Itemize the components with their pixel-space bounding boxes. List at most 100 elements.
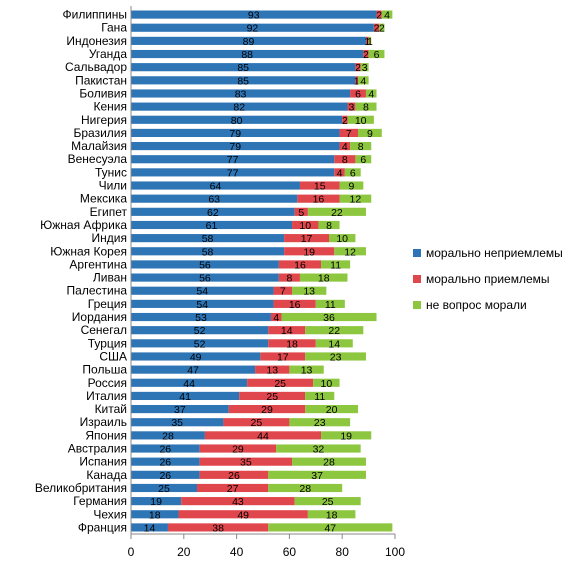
bar-segment xyxy=(344,168,361,177)
legend-entry: морально неприемлемы xyxy=(426,246,563,260)
data-label: 1 xyxy=(364,36,370,48)
bar-segment xyxy=(131,299,274,308)
bar-segment xyxy=(181,497,295,506)
data-label: 25 xyxy=(274,378,286,390)
bar-segment xyxy=(131,181,300,190)
data-label: 28 xyxy=(299,483,311,495)
bar-segment xyxy=(360,63,369,72)
bar-segment xyxy=(339,181,364,190)
data-label: 3 xyxy=(362,62,368,74)
bar-segment xyxy=(355,102,377,111)
bar-segment xyxy=(342,115,348,124)
data-label: 54 xyxy=(196,286,208,298)
data-label: 19 xyxy=(340,430,352,442)
bar-segment xyxy=(239,391,306,401)
data-label: 16 xyxy=(294,259,306,271)
bar-segment xyxy=(350,89,366,98)
bar-segment xyxy=(292,286,327,295)
data-label: 9 xyxy=(349,181,355,193)
data-label: 16 xyxy=(313,194,325,206)
category-label: Франция xyxy=(78,520,127,534)
category-label: Мексика xyxy=(80,192,127,206)
category-label: Турция xyxy=(88,336,127,350)
data-label: 26 xyxy=(159,444,171,456)
bar-segment xyxy=(307,510,356,519)
data-label: 27 xyxy=(227,483,239,495)
bar-segment xyxy=(299,273,348,282)
bar-segment xyxy=(199,457,293,466)
data-label: 10 xyxy=(299,220,311,232)
bar-segment xyxy=(131,10,377,19)
bar-segment xyxy=(197,483,269,493)
data-label: 25 xyxy=(266,391,278,403)
bar-segment xyxy=(339,128,359,138)
legend-swatch xyxy=(413,249,421,257)
bar-segment xyxy=(307,207,366,216)
category-label: Аргентина xyxy=(69,257,127,271)
data-label: 26 xyxy=(159,470,171,482)
category-label: Германия xyxy=(73,494,127,508)
category-label: Индонезия xyxy=(66,34,127,48)
data-label: 2 xyxy=(355,62,361,74)
category-label: Ливан xyxy=(93,271,127,285)
bar-segment xyxy=(204,431,322,440)
data-label: 8 xyxy=(286,273,292,285)
bar-segment xyxy=(131,326,269,335)
bar-segment xyxy=(379,23,385,32)
category-label: Южная Корея xyxy=(50,244,127,258)
category-label: Испания xyxy=(79,455,127,469)
bar-segment xyxy=(318,220,340,230)
bar-segment xyxy=(131,339,269,348)
bar-segment xyxy=(299,181,340,190)
data-label: 8 xyxy=(342,154,348,166)
data-label: 36 xyxy=(323,312,335,324)
data-label: 2 xyxy=(376,10,382,22)
category-label: Филиппины xyxy=(63,8,127,22)
bar-segment xyxy=(131,23,374,32)
category-label: Чехия xyxy=(93,507,127,521)
bar-segment xyxy=(347,102,356,111)
data-label: 79 xyxy=(229,128,241,140)
bar-segment xyxy=(268,523,393,532)
data-label: 17 xyxy=(277,351,289,363)
category-label: Россия xyxy=(88,376,127,390)
bar-segment xyxy=(365,36,369,45)
category-label: Сальвадор xyxy=(65,60,127,74)
bar-segment xyxy=(268,339,316,348)
bar-segment xyxy=(178,510,308,519)
bar-segment xyxy=(284,247,335,256)
data-label: 18 xyxy=(286,338,298,350)
data-label: 5 xyxy=(298,207,304,219)
bar-segment xyxy=(131,483,197,493)
data-label: 43 xyxy=(232,496,244,508)
category-label: Венесуэла xyxy=(68,152,128,166)
data-label: 41 xyxy=(179,391,191,403)
data-label: 2 xyxy=(379,23,385,35)
data-label: 61 xyxy=(206,220,218,232)
data-label: 8 xyxy=(363,102,369,114)
bar-segment xyxy=(292,457,366,466)
bar-segment xyxy=(347,115,374,124)
bar-segment xyxy=(273,286,293,295)
category-label: Нигерия xyxy=(81,113,127,127)
category-label: Палестина xyxy=(67,284,128,298)
data-label: 18 xyxy=(318,273,330,285)
bar-segment xyxy=(358,128,382,138)
data-label: 22 xyxy=(328,325,340,337)
data-label: 10 xyxy=(321,378,333,390)
bar-segment xyxy=(363,49,369,59)
x-axis: 0 20 40 60 80 100 xyxy=(128,6,405,559)
bar-segment xyxy=(131,128,340,138)
bar-segment xyxy=(268,326,306,335)
bar-segment xyxy=(131,365,256,374)
bar-segment xyxy=(131,391,240,401)
data-label: 19 xyxy=(303,246,315,258)
data-label: 37 xyxy=(174,404,186,416)
legend-entry: морально приемлемы xyxy=(426,272,550,286)
data-label: 58 xyxy=(202,246,214,258)
bar-segment xyxy=(199,470,269,479)
data-label: 18 xyxy=(149,509,161,521)
data-label: 92 xyxy=(247,23,259,35)
category-label: Тунис xyxy=(95,165,127,179)
